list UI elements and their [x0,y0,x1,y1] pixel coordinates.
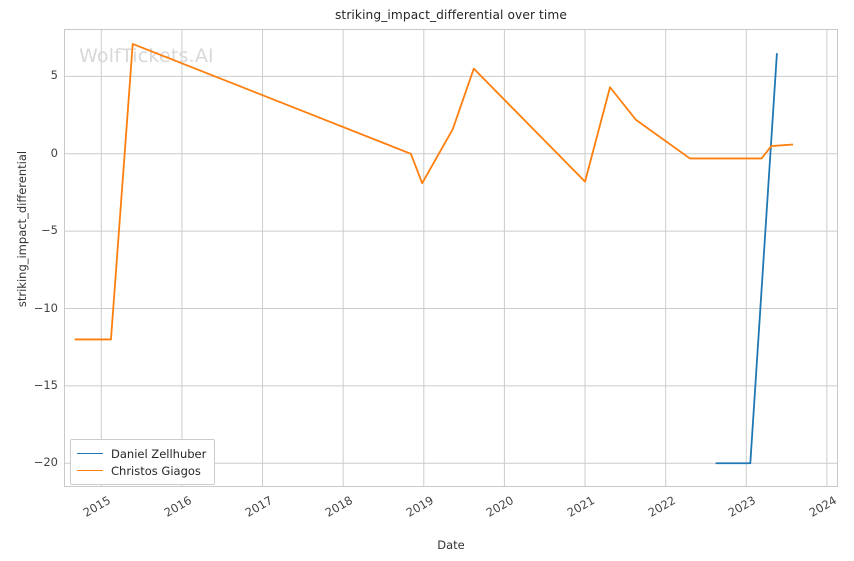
x-tick-label: 2018 [322,493,356,520]
x-tick-label: 2024 [806,493,839,520]
y-axis-label: striking_impact_differential [15,150,29,308]
series-line-1 [715,53,778,465]
plot-area: WolfTickets.AI [64,29,838,487]
y-tick-label: −15 [33,377,58,392]
legend-item-2[interactable]: Christos Giagos [77,462,206,479]
x-tick-label: 2022 [645,493,678,520]
y-tick-label: 0 [50,145,58,160]
legend-item-1[interactable]: Daniel Zellhuber [77,445,206,462]
y-tick-label: −20 [33,455,58,470]
y-axis-ticks: 5 0 −5 −10 −15 −20 [0,29,58,487]
series-line-2 [74,43,794,341]
legend-label: Daniel Zellhuber [111,446,207,461]
data-series-layer [74,43,794,465]
watermark-text: WolfTickets.AI [79,45,214,67]
x-tick-label: 2021 [564,493,598,520]
legend-label: Christos Giagos [111,463,201,478]
y-tick-label: −10 [33,300,58,315]
x-tick-label: 2023 [725,493,759,520]
legend-color-swatch [77,453,103,454]
x-tick-label: 2015 [80,493,114,520]
x-axis-label: Date [437,538,465,552]
x-tick-label: 2020 [484,493,517,520]
y-tick-label: −5 [41,223,58,238]
x-tick-label: 2017 [242,493,275,520]
chart-title: striking_impact_differential over time [334,8,567,22]
x-tick-label: 2016 [161,493,194,520]
y-tick-label: 5 [50,68,58,83]
chart-legend[interactable]: Daniel Zellhuber Christos Giagos [70,439,216,485]
x-tick-label: 2019 [403,493,436,520]
x-axis-ticks: 2015 2016 2017 2018 2019 2020 2021 2022 2023 2024 [64,487,839,537]
grid-lines [65,30,837,486]
legend-color-swatch [77,470,103,471]
